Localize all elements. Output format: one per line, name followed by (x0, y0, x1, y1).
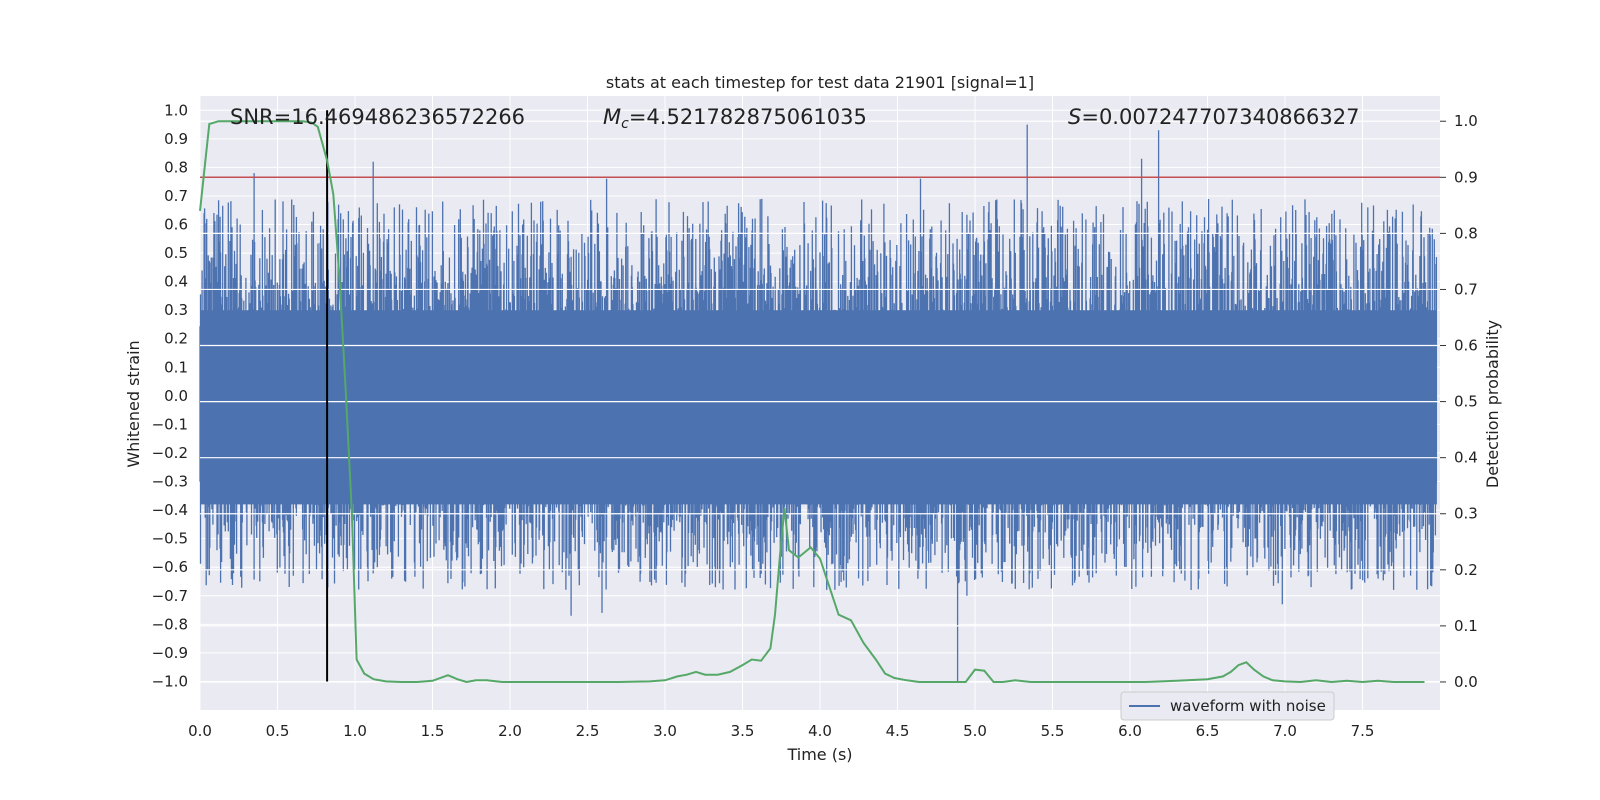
legend-box (1120, 691, 1335, 721)
right-y-tick-label: 1.0 (1454, 112, 1478, 130)
chirp-mass-value: =4.521782875061035 (629, 105, 867, 129)
y-tick-label: 0.4 (164, 273, 188, 291)
y-tick-label: 0.0 (164, 387, 188, 405)
y-axis-label: Whitened strain (124, 340, 143, 467)
x-tick-label: 4.5 (886, 722, 910, 740)
s-symbol: S (1068, 105, 1081, 129)
y-tick-label: −0.5 (152, 530, 188, 548)
right-y-tick-label: 0.1 (1454, 617, 1478, 635)
y-tick-label: 0.5 (164, 244, 188, 262)
y-tick-label: 0.1 (164, 358, 188, 376)
overlay-lines (199, 110, 1440, 684)
y-tick-labels: 1.0 0.9 0.8 0.7 0.6 0.5 0.4 0.3 0.2 0.1 0.0 −0.1 −0.… (152, 101, 188, 690)
right-y-tick-label: 0.9 (1454, 168, 1478, 186)
y-tick-label: −0.7 (152, 587, 188, 605)
x-tick-labels: 0.0 0.5 1.0 1.5 2.0 2.5 3.0 3.5 4.0 4.5 5.0 5.5 6.0 6… (188, 722, 1374, 740)
right-y-tick-label: 0.6 (1454, 337, 1478, 355)
legend-label-waveform: waveform with noise (1170, 697, 1326, 715)
x-tick-label: 3.5 (731, 722, 755, 740)
legend: waveform with noise (1120, 691, 1335, 721)
y-tick-label: −0.9 (152, 644, 188, 662)
right-y-tick-label: 0.0 (1454, 673, 1478, 691)
y-tick-label: −0.4 (152, 501, 188, 519)
right-y-tick-label: 0.3 (1454, 505, 1478, 523)
x-tick-label: 0.5 (266, 722, 290, 740)
x-tick-label: 7.0 (1273, 722, 1297, 740)
right-y-tick-label: 0.2 (1454, 561, 1478, 579)
x-tick-label: 5.0 (963, 722, 987, 740)
right-y-axis-label: Detection probability (1483, 320, 1502, 488)
x-tick-label: 6.5 (1196, 722, 1220, 740)
x-tick-label: 6.0 (1118, 722, 1142, 740)
x-tick-label: 0.0 (188, 722, 212, 740)
y-tick-label: −0.2 (152, 444, 188, 462)
waveform-series (199, 124, 1438, 682)
y-tick-label: −0.1 (152, 415, 188, 433)
x-tick-label: 7.5 (1351, 722, 1375, 740)
y-tick-label: 1.0 (164, 101, 188, 119)
right-y-tick-labels: 1.0 0.9 0.8 0.7 0.6 0.5 0.4 0.3 0.2 0.1 0.0 (1440, 112, 1478, 691)
chirp-mass-symbol: M (603, 105, 621, 129)
y-tick-label: −0.8 (152, 615, 188, 633)
y-tick-label: 0.3 (164, 301, 188, 319)
x-tick-label: 1.0 (343, 722, 367, 740)
x-tick-label: 2.5 (576, 722, 600, 740)
s-value: =0.007247707340866327 (1081, 105, 1359, 129)
s-annotation: S=0.007247707340866327 (1068, 105, 1359, 129)
y-tick-label: 0.7 (164, 187, 188, 205)
x-tick-label: 2.0 (498, 722, 522, 740)
y-tick-label: −1.0 (152, 672, 188, 690)
y-tick-label: 0.2 (164, 330, 188, 348)
right-y-tick-label: 0.7 (1454, 280, 1478, 298)
x-tick-label: 4.0 (808, 722, 832, 740)
x-tick-label: 3.0 (653, 722, 677, 740)
detection-probability-line (199, 120, 1425, 684)
y-tick-label: −0.3 (152, 473, 188, 491)
right-y-tick-label: 0.4 (1454, 449, 1478, 467)
chart-title: stats at each timestep for test data 219… (606, 73, 1034, 92)
y-tick-label: −0.6 (152, 558, 188, 576)
chirp-mass-annotation: Mc=4.521782875061035 (603, 105, 867, 132)
x-axis-label: Time (s) (786, 745, 852, 764)
right-y-tick-label: 0.5 (1454, 393, 1478, 411)
x-tick-label: 5.5 (1041, 722, 1065, 740)
x-tick-label: 1.5 (421, 722, 445, 740)
chirp-mass-subscript: c (621, 116, 629, 132)
waveform-core (200, 310, 1437, 505)
y-tick-label: 0.6 (164, 216, 188, 234)
right-y-tick-label: 0.8 (1454, 224, 1478, 242)
y-tick-label: 0.9 (164, 130, 188, 148)
y-tick-label: 0.8 (164, 158, 188, 176)
snr-annotation: SNR=16.469486236572266 (230, 105, 525, 129)
